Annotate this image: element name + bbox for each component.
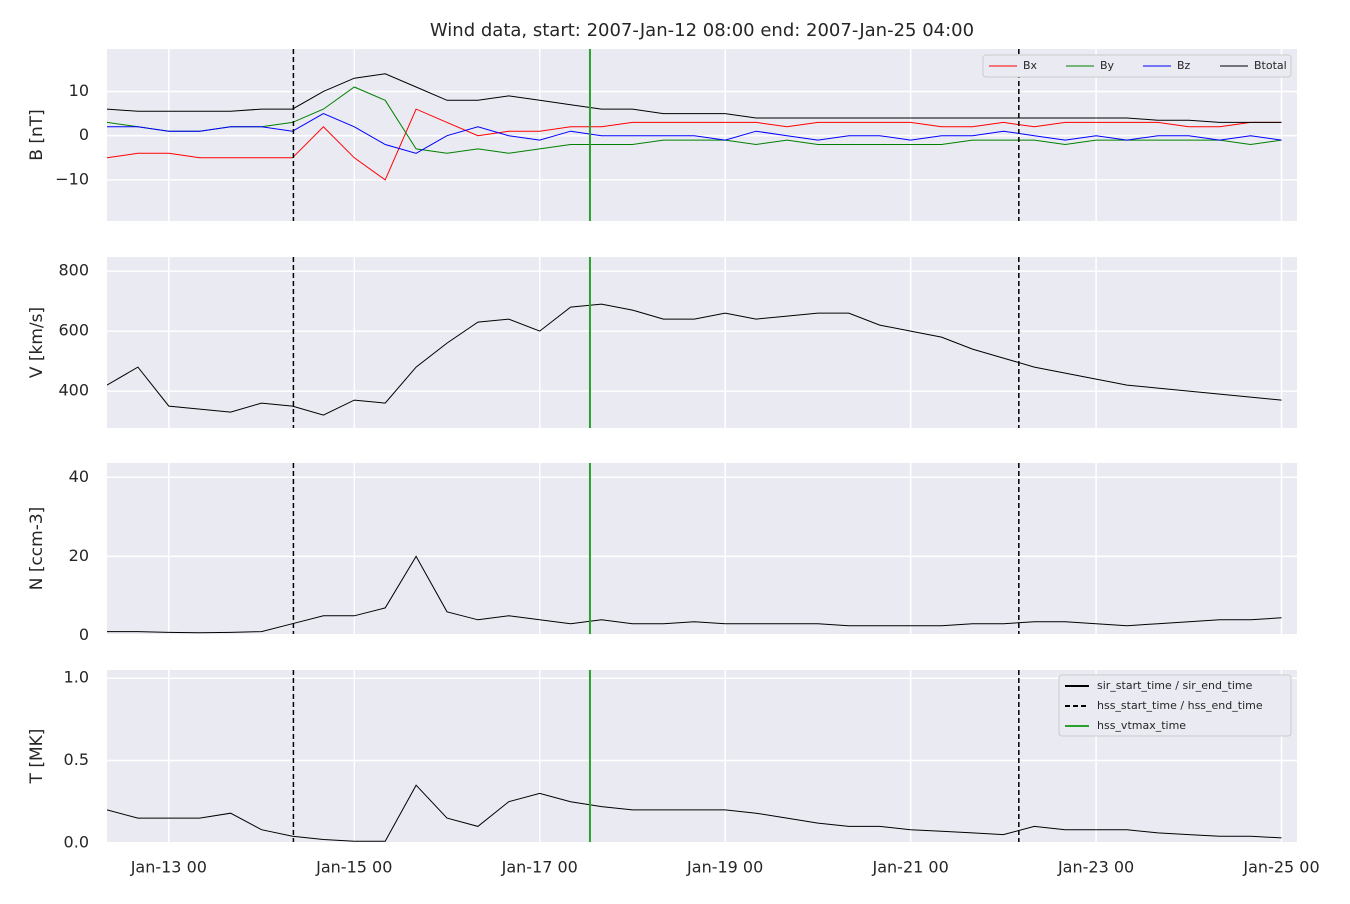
y-tick-label: 1.0 [64,668,89,687]
y-tick-label: 10 [69,81,89,100]
y-axis-label: V [km/s] [27,307,47,378]
x-tick-label: Jan-21 00 [872,858,949,877]
y-axis-label: T [MK] [27,729,47,785]
y-tick-label: 0.0 [64,832,89,851]
data-line [107,555,1282,634]
y-tick-label: 800 [58,261,89,280]
plot-area [107,463,1297,634]
y-tick-label: 0.5 [64,750,89,769]
figure-title: Wind data, start: 2007-Jan-12 08:00 end:… [430,20,974,41]
legend-label: sir_start_time / sir_end_time [1097,679,1253,692]
x-tick-label: Jan-25 00 [1242,858,1319,877]
data-line [107,784,1282,842]
x-tick-label: Jan-17 00 [501,858,578,877]
x-tick-label: Jan-15 00 [315,858,392,877]
data-line [107,86,1282,154]
y-tick-label: 400 [58,381,89,400]
y-axis-label: B [nT] [27,109,47,161]
y-tick-label: −10 [55,169,89,188]
data-line [107,108,1282,181]
legend-label: Bx [1023,59,1038,72]
y-axis-label: N [ccm-3] [27,507,47,591]
y-tick-label: 0 [79,625,89,644]
data-line [107,113,1282,154]
x-tick-label: Jan-13 00 [130,858,207,877]
y-tick-label: 0 [79,125,89,144]
legend-label: hss_vtmax_time [1097,719,1186,732]
plot-area [107,257,1297,428]
x-tick-label: Jan-23 00 [1057,858,1134,877]
y-tick-label: 40 [69,467,89,486]
legend-label: Btotal [1254,59,1287,72]
legend-box [1058,674,1292,737]
data-line [107,73,1282,123]
legend-label: hss_start_time / hss_end_time [1097,699,1263,712]
legend-label: Bz [1177,59,1191,72]
legend-label: By [1100,59,1115,72]
legend-box [982,54,1292,78]
data-line [107,303,1282,416]
x-tick-label: Jan-19 00 [686,858,763,877]
y-tick-label: 600 [58,321,89,340]
y-tick-label: 20 [69,546,89,565]
